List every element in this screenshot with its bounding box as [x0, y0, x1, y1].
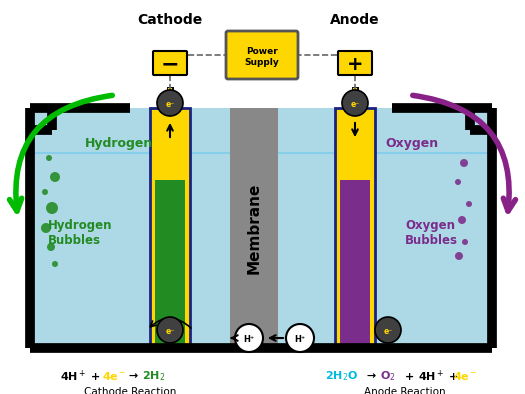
Text: Oxygen
Bubbles: Oxygen Bubbles	[405, 219, 458, 247]
Text: −: −	[161, 54, 180, 74]
Text: →: →	[363, 371, 380, 381]
Text: H⁺: H⁺	[295, 335, 306, 344]
FancyBboxPatch shape	[338, 51, 372, 75]
Text: Anode: Anode	[330, 13, 380, 27]
Text: + 4H$^+$ +: + 4H$^+$ +	[401, 368, 460, 384]
Circle shape	[46, 202, 58, 214]
FancyBboxPatch shape	[153, 51, 187, 75]
Text: e⁻: e⁻	[165, 100, 175, 108]
Circle shape	[42, 189, 48, 195]
Bar	[340, 180, 370, 348]
Text: Membrane: Membrane	[247, 182, 261, 274]
Text: 4e$^-$: 4e$^-$	[453, 370, 478, 382]
Circle shape	[462, 239, 468, 245]
Circle shape	[455, 179, 461, 185]
FancyBboxPatch shape	[226, 31, 298, 79]
Circle shape	[235, 324, 263, 352]
Circle shape	[342, 90, 368, 116]
Bar	[155, 180, 185, 348]
Bar	[335, 108, 375, 348]
Bar	[335, 108, 375, 348]
Text: O$_2$: O$_2$	[380, 369, 396, 383]
Bar	[30, 108, 492, 348]
Text: +: +	[346, 54, 363, 74]
Circle shape	[41, 223, 51, 233]
Text: →: →	[125, 371, 142, 381]
Text: H⁺: H⁺	[244, 335, 255, 344]
Circle shape	[458, 216, 466, 224]
Text: Oxygen: Oxygen	[385, 136, 438, 149]
Circle shape	[286, 324, 314, 352]
Circle shape	[375, 317, 401, 343]
Text: e⁻: e⁻	[383, 327, 393, 336]
Text: e⁻: e⁻	[350, 100, 360, 108]
Text: 4H$^+$ +: 4H$^+$ +	[60, 368, 102, 384]
Text: 4e$^-$: 4e$^-$	[102, 370, 127, 382]
Circle shape	[50, 172, 60, 182]
Bar	[150, 108, 190, 348]
Text: Cathode: Cathode	[138, 13, 203, 27]
Text: e⁻: e⁻	[165, 327, 175, 336]
Circle shape	[455, 252, 463, 260]
Bar	[230, 108, 278, 348]
Text: Cathode Reaction: Cathode Reaction	[84, 387, 176, 394]
Bar	[150, 108, 190, 348]
Text: 2H$_2$: 2H$_2$	[142, 369, 165, 383]
Text: 2H$_2$O: 2H$_2$O	[325, 369, 358, 383]
Circle shape	[157, 90, 183, 116]
Text: Anode Reaction: Anode Reaction	[364, 387, 446, 394]
Circle shape	[466, 201, 472, 207]
Circle shape	[157, 317, 183, 343]
Text: Hydrogen
Bubbles: Hydrogen Bubbles	[48, 219, 112, 247]
Circle shape	[47, 243, 55, 251]
Circle shape	[52, 261, 58, 267]
Text: Power
Supply: Power Supply	[245, 47, 279, 67]
Circle shape	[460, 159, 468, 167]
Text: Hydrogen: Hydrogen	[85, 136, 153, 149]
Circle shape	[46, 155, 52, 161]
